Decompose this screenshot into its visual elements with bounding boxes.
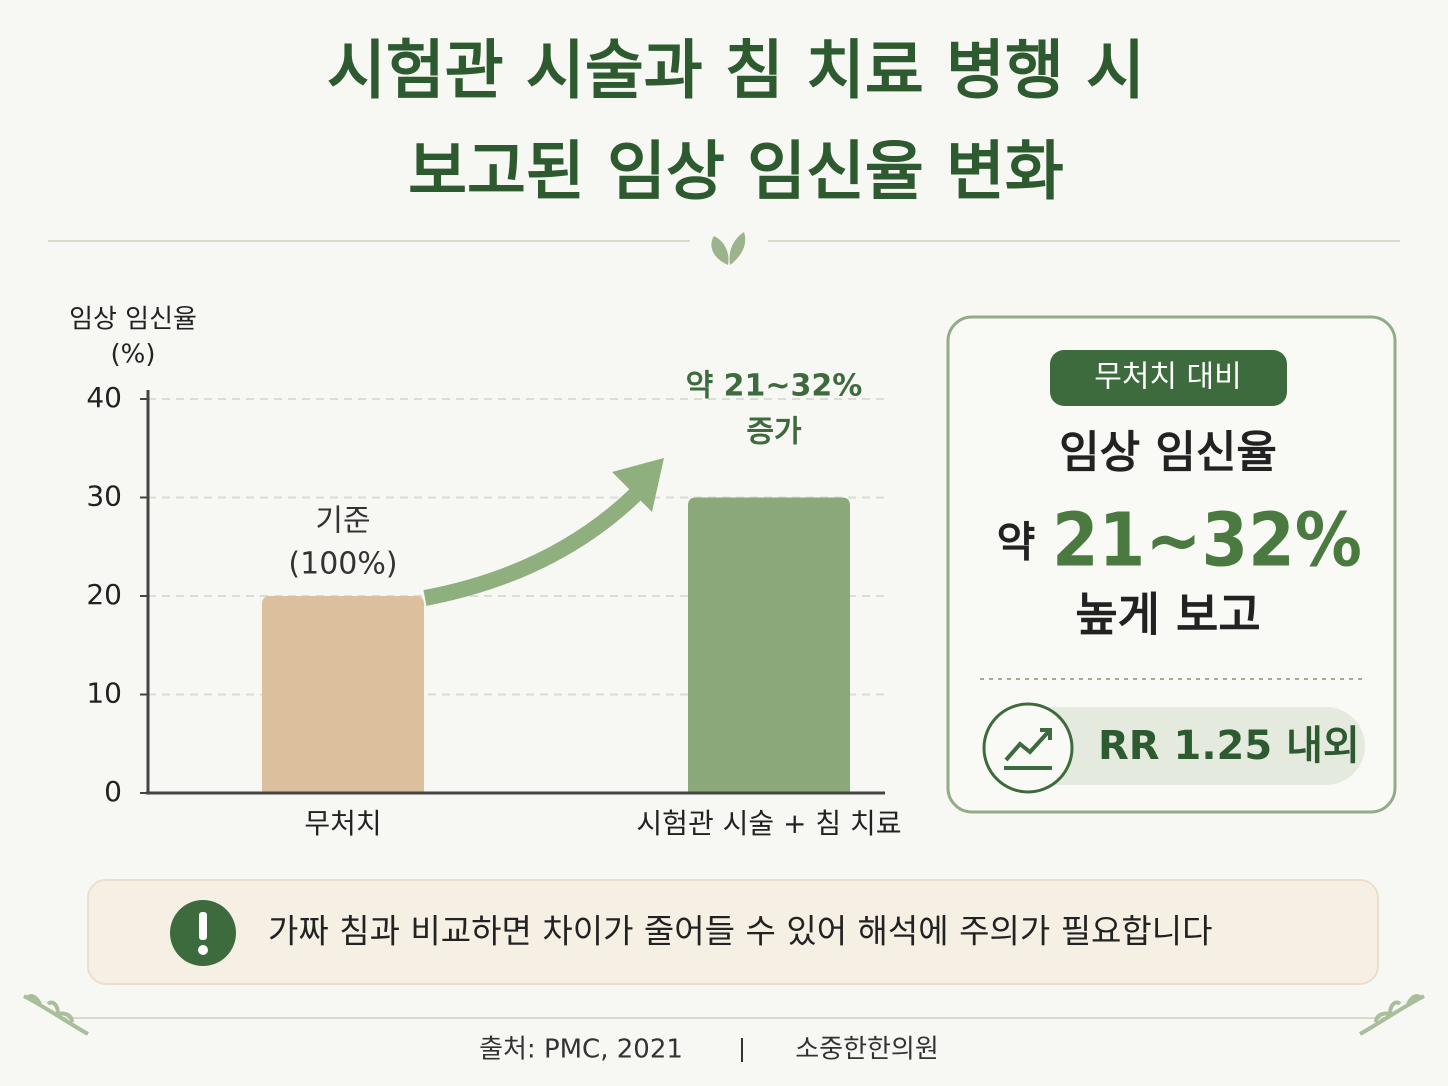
- leaf-decoration: [1359, 994, 1425, 1036]
- y-axis-label: (%): [111, 340, 156, 370]
- panel-prefix: 약: [997, 518, 1036, 567]
- bar: [262, 596, 424, 793]
- y-tick-label: 0: [104, 775, 122, 808]
- x-tick-label: 무처치: [304, 807, 381, 840]
- plot: 0 10 20 30 40 무처치 시험관 시술 + 침 치료 기준 (100%) 약 21~32…: [86, 369, 901, 841]
- note-text: 가짜 침과 비교하면 차이가 줄어들 수 있어 해석에 주의가 필요합니다: [268, 912, 1213, 951]
- panel-line: 높게 보고: [1075, 588, 1260, 642]
- annotation: (100%): [288, 547, 397, 582]
- annotation: 약 21~32%: [686, 369, 863, 404]
- leaf-icon: [711, 232, 746, 265]
- y-tick-label: 20: [86, 578, 122, 611]
- x-tick-label: 시험관 시술 + 침 치료: [636, 807, 901, 840]
- y-axis-label: 임상 임신율: [69, 305, 197, 335]
- title-line: 시험관 시술과 침 치료 병행 시: [327, 35, 1145, 109]
- warning-icon-glyph: [198, 945, 208, 955]
- annotation: 기준: [315, 504, 370, 539]
- bar: [688, 497, 850, 793]
- footer-brand: 소중한한의원: [795, 1035, 939, 1065]
- leaf-decoration: [23, 994, 89, 1036]
- panel-line: 임상 임신율: [1059, 427, 1277, 478]
- trend-arrow: [423, 484, 646, 606]
- stat-pill: [1000, 707, 1365, 785]
- trend-arrow-head: [612, 458, 664, 512]
- summary-panel: [946, 315, 1397, 814]
- stat-text: RR 1.25 내외: [1098, 723, 1360, 769]
- y-tick-label: 40: [86, 381, 122, 414]
- warning-icon-glyph: [199, 912, 207, 940]
- annotation: 증가: [746, 415, 802, 450]
- footer-source: 출처: PMC, 2021: [479, 1035, 683, 1065]
- y-tick-label: 30: [86, 480, 122, 513]
- trend-icon-glyph: [1004, 728, 1052, 770]
- title-line: 보고된 임상 임신율 변화: [408, 136, 1064, 210]
- badge: [1050, 350, 1287, 406]
- badge-text: 무처치 대비: [1094, 360, 1242, 395]
- y-tick-label: 10: [86, 677, 122, 710]
- note-box: [87, 879, 1379, 985]
- panel-highlight: 21~32%: [1052, 498, 1362, 584]
